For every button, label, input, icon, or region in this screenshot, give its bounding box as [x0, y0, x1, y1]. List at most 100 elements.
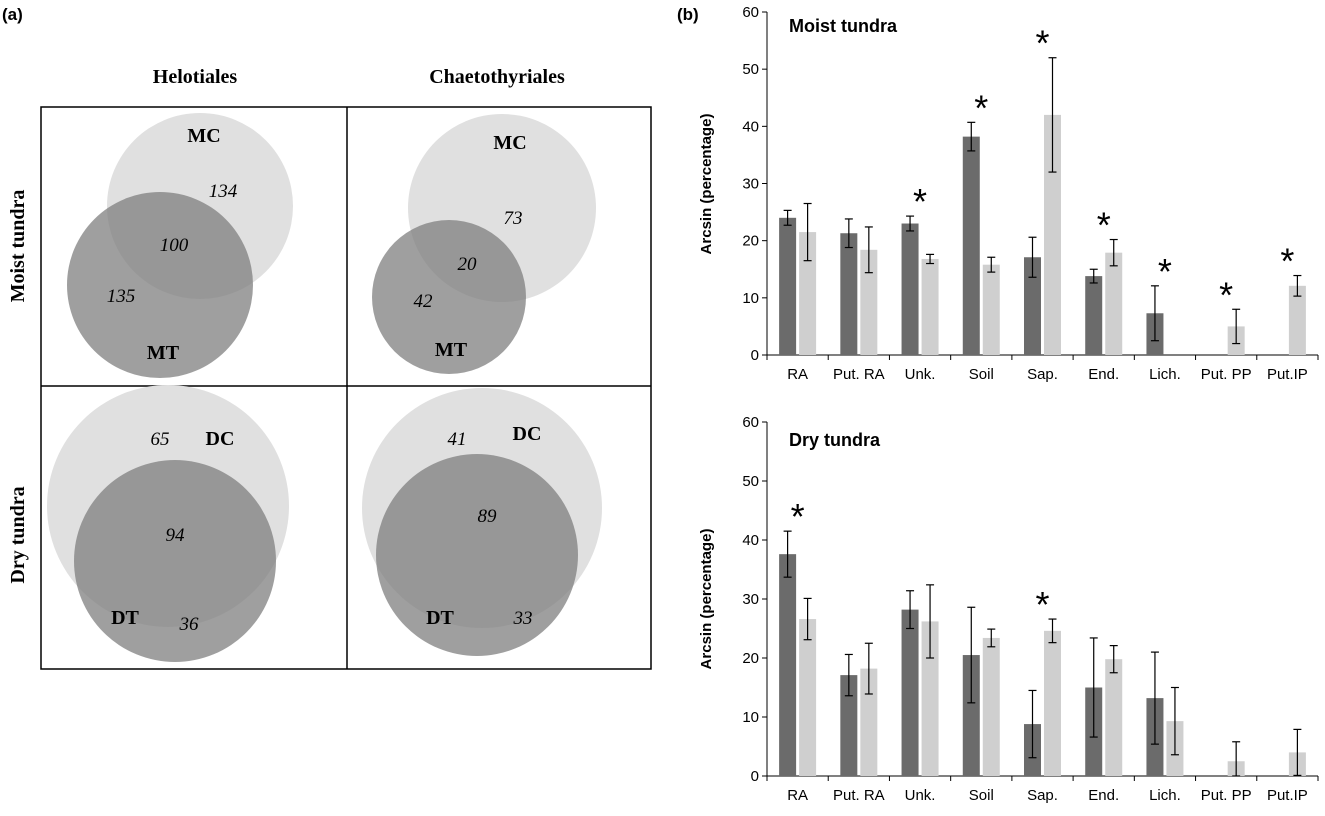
x-tick-label: Soil — [969, 787, 994, 804]
x-tick-label: Soil — [969, 366, 994, 383]
bar-series-2 — [1044, 114, 1061, 356]
bar-series-1 — [779, 554, 797, 776]
bar-series-2 — [921, 258, 939, 355]
x-tick-label: Put. RA — [833, 787, 885, 804]
venn-bottom-only-count: 135 — [107, 286, 136, 307]
venn-bottom-only-count: 33 — [513, 608, 533, 629]
bar-series-1 — [962, 655, 980, 776]
y-axis-title: Arcsin (percentage) — [698, 529, 715, 670]
x-tick-label: RA — [787, 787, 808, 804]
bar-series-2 — [1044, 630, 1061, 776]
bar-series-2 — [1105, 252, 1123, 355]
bar-series-2 — [982, 264, 1000, 355]
significance-marker: * — [1158, 251, 1172, 292]
x-tick-label: End. — [1088, 366, 1119, 383]
venn-top-label: DC — [206, 428, 235, 450]
x-tick-label: Put.IP — [1267, 787, 1308, 804]
venn-top-label: DC — [513, 423, 542, 445]
significance-marker: * — [1097, 205, 1111, 246]
x-tick-label: Put. PP — [1201, 787, 1252, 804]
venn-circle-bottom — [372, 220, 526, 374]
venn-grid-frame — [40, 106, 652, 670]
significance-marker: * — [1219, 274, 1233, 315]
y-tick-label: 20 — [742, 650, 759, 667]
venn-bottom-label: DT — [426, 607, 454, 629]
significance-marker: * — [791, 496, 805, 537]
venn-chaetothyriales-dry: 41 DC 89 DT 33 — [362, 388, 602, 656]
venn-shared-count: 89 — [478, 506, 498, 527]
venn-top-label: MC — [187, 125, 220, 147]
x-tick-label: Sap. — [1027, 366, 1058, 383]
venn-top-label: MC — [493, 132, 526, 154]
significance-marker: * — [913, 181, 927, 222]
chart-dry-tundra: Dry tundra Arcsin (percentage) 0 10 20 30 40 50… — [698, 414, 1319, 804]
x-tick-label: RA — [787, 366, 808, 383]
significance-marker: * — [1280, 241, 1294, 282]
y-tick-label: 40 — [742, 532, 759, 549]
x-tick-label: Put. PP — [1201, 366, 1252, 383]
bar-series-2 — [860, 249, 878, 355]
bar-series-2 — [860, 668, 878, 776]
bar-series-2 — [921, 621, 939, 776]
x-tick-label: Unk. — [905, 366, 936, 383]
bar-series-1 — [840, 233, 858, 355]
chart-title: Dry tundra — [789, 430, 881, 450]
x-tick-label: Sap. — [1027, 787, 1058, 804]
y-axis-title: Arcsin (percentage) — [698, 114, 715, 255]
venn-top-only-count: 65 — [151, 429, 170, 450]
bar-series-2 — [799, 232, 817, 355]
y-tick-label: 10 — [742, 709, 759, 726]
venn-shared-count: 94 — [166, 525, 186, 546]
row-header-dry-tundra: Dry tundra — [7, 486, 29, 583]
venn-top-only-count: 134 — [209, 181, 238, 202]
bar-series-2 — [982, 637, 1000, 776]
bar-series-1 — [1024, 257, 1041, 355]
panel-b-label: (b) — [677, 5, 699, 24]
bar-series-2 — [1105, 659, 1123, 776]
venn-helotiales-moist: MC 134 100 135 MT — [67, 113, 293, 378]
venn-top-only-count: 73 — [504, 208, 523, 229]
x-tick-label: Lich. — [1149, 787, 1181, 804]
x-tick-label: Put. RA — [833, 366, 885, 383]
venn-bottom-label: MT — [147, 342, 180, 364]
bar-series-1 — [901, 223, 919, 355]
col-header-chaetothyriales: Chaetothyriales — [429, 66, 565, 88]
y-tick-label: 30 — [742, 591, 759, 608]
col-header-helotiales: Helotiales — [153, 66, 238, 88]
y-tick-label: 40 — [742, 118, 759, 135]
venn-circle-bottom — [376, 454, 578, 656]
bar-series-2 — [799, 619, 817, 776]
venn-circle-bottom — [67, 192, 253, 378]
x-tick-label: End. — [1088, 787, 1119, 804]
venn-bottom-only-count: 36 — [179, 614, 200, 635]
y-tick-label: 60 — [742, 4, 759, 21]
x-tick-label: Put.IP — [1267, 366, 1308, 383]
venn-helotiales-dry: 65 DC 94 DT 36 — [47, 385, 289, 662]
significance-marker: * — [974, 87, 988, 128]
panel-a-label: (a) — [2, 5, 23, 24]
venn-shared-count: 20 — [458, 254, 478, 275]
y-tick-label: 50 — [742, 473, 759, 490]
bar-series-1 — [840, 675, 858, 776]
bar-series-1 — [1085, 276, 1103, 355]
y-tick-label: 10 — [742, 290, 759, 307]
bar-series-1 — [779, 217, 797, 355]
bar-series-1 — [962, 136, 980, 355]
y-tick-label: 30 — [742, 176, 759, 193]
significance-marker: * — [1035, 23, 1049, 64]
bar-series-1 — [901, 609, 919, 776]
y-tick-label: 0 — [751, 768, 759, 785]
venn-chaetothyriales-moist: MC 73 20 42 MT — [372, 114, 596, 374]
y-tick-label: 60 — [742, 414, 759, 431]
venn-shared-count: 100 — [160, 235, 189, 256]
venn-bottom-label: DT — [111, 607, 139, 629]
venn-top-only-count: 41 — [448, 429, 467, 450]
venn-circle-bottom — [74, 460, 276, 662]
venn-bottom-label: MT — [435, 339, 468, 361]
venn-bottom-only-count: 42 — [414, 291, 434, 312]
significance-marker: * — [1035, 584, 1049, 625]
y-tick-label: 50 — [742, 61, 759, 78]
x-tick-label: Lich. — [1149, 366, 1181, 383]
